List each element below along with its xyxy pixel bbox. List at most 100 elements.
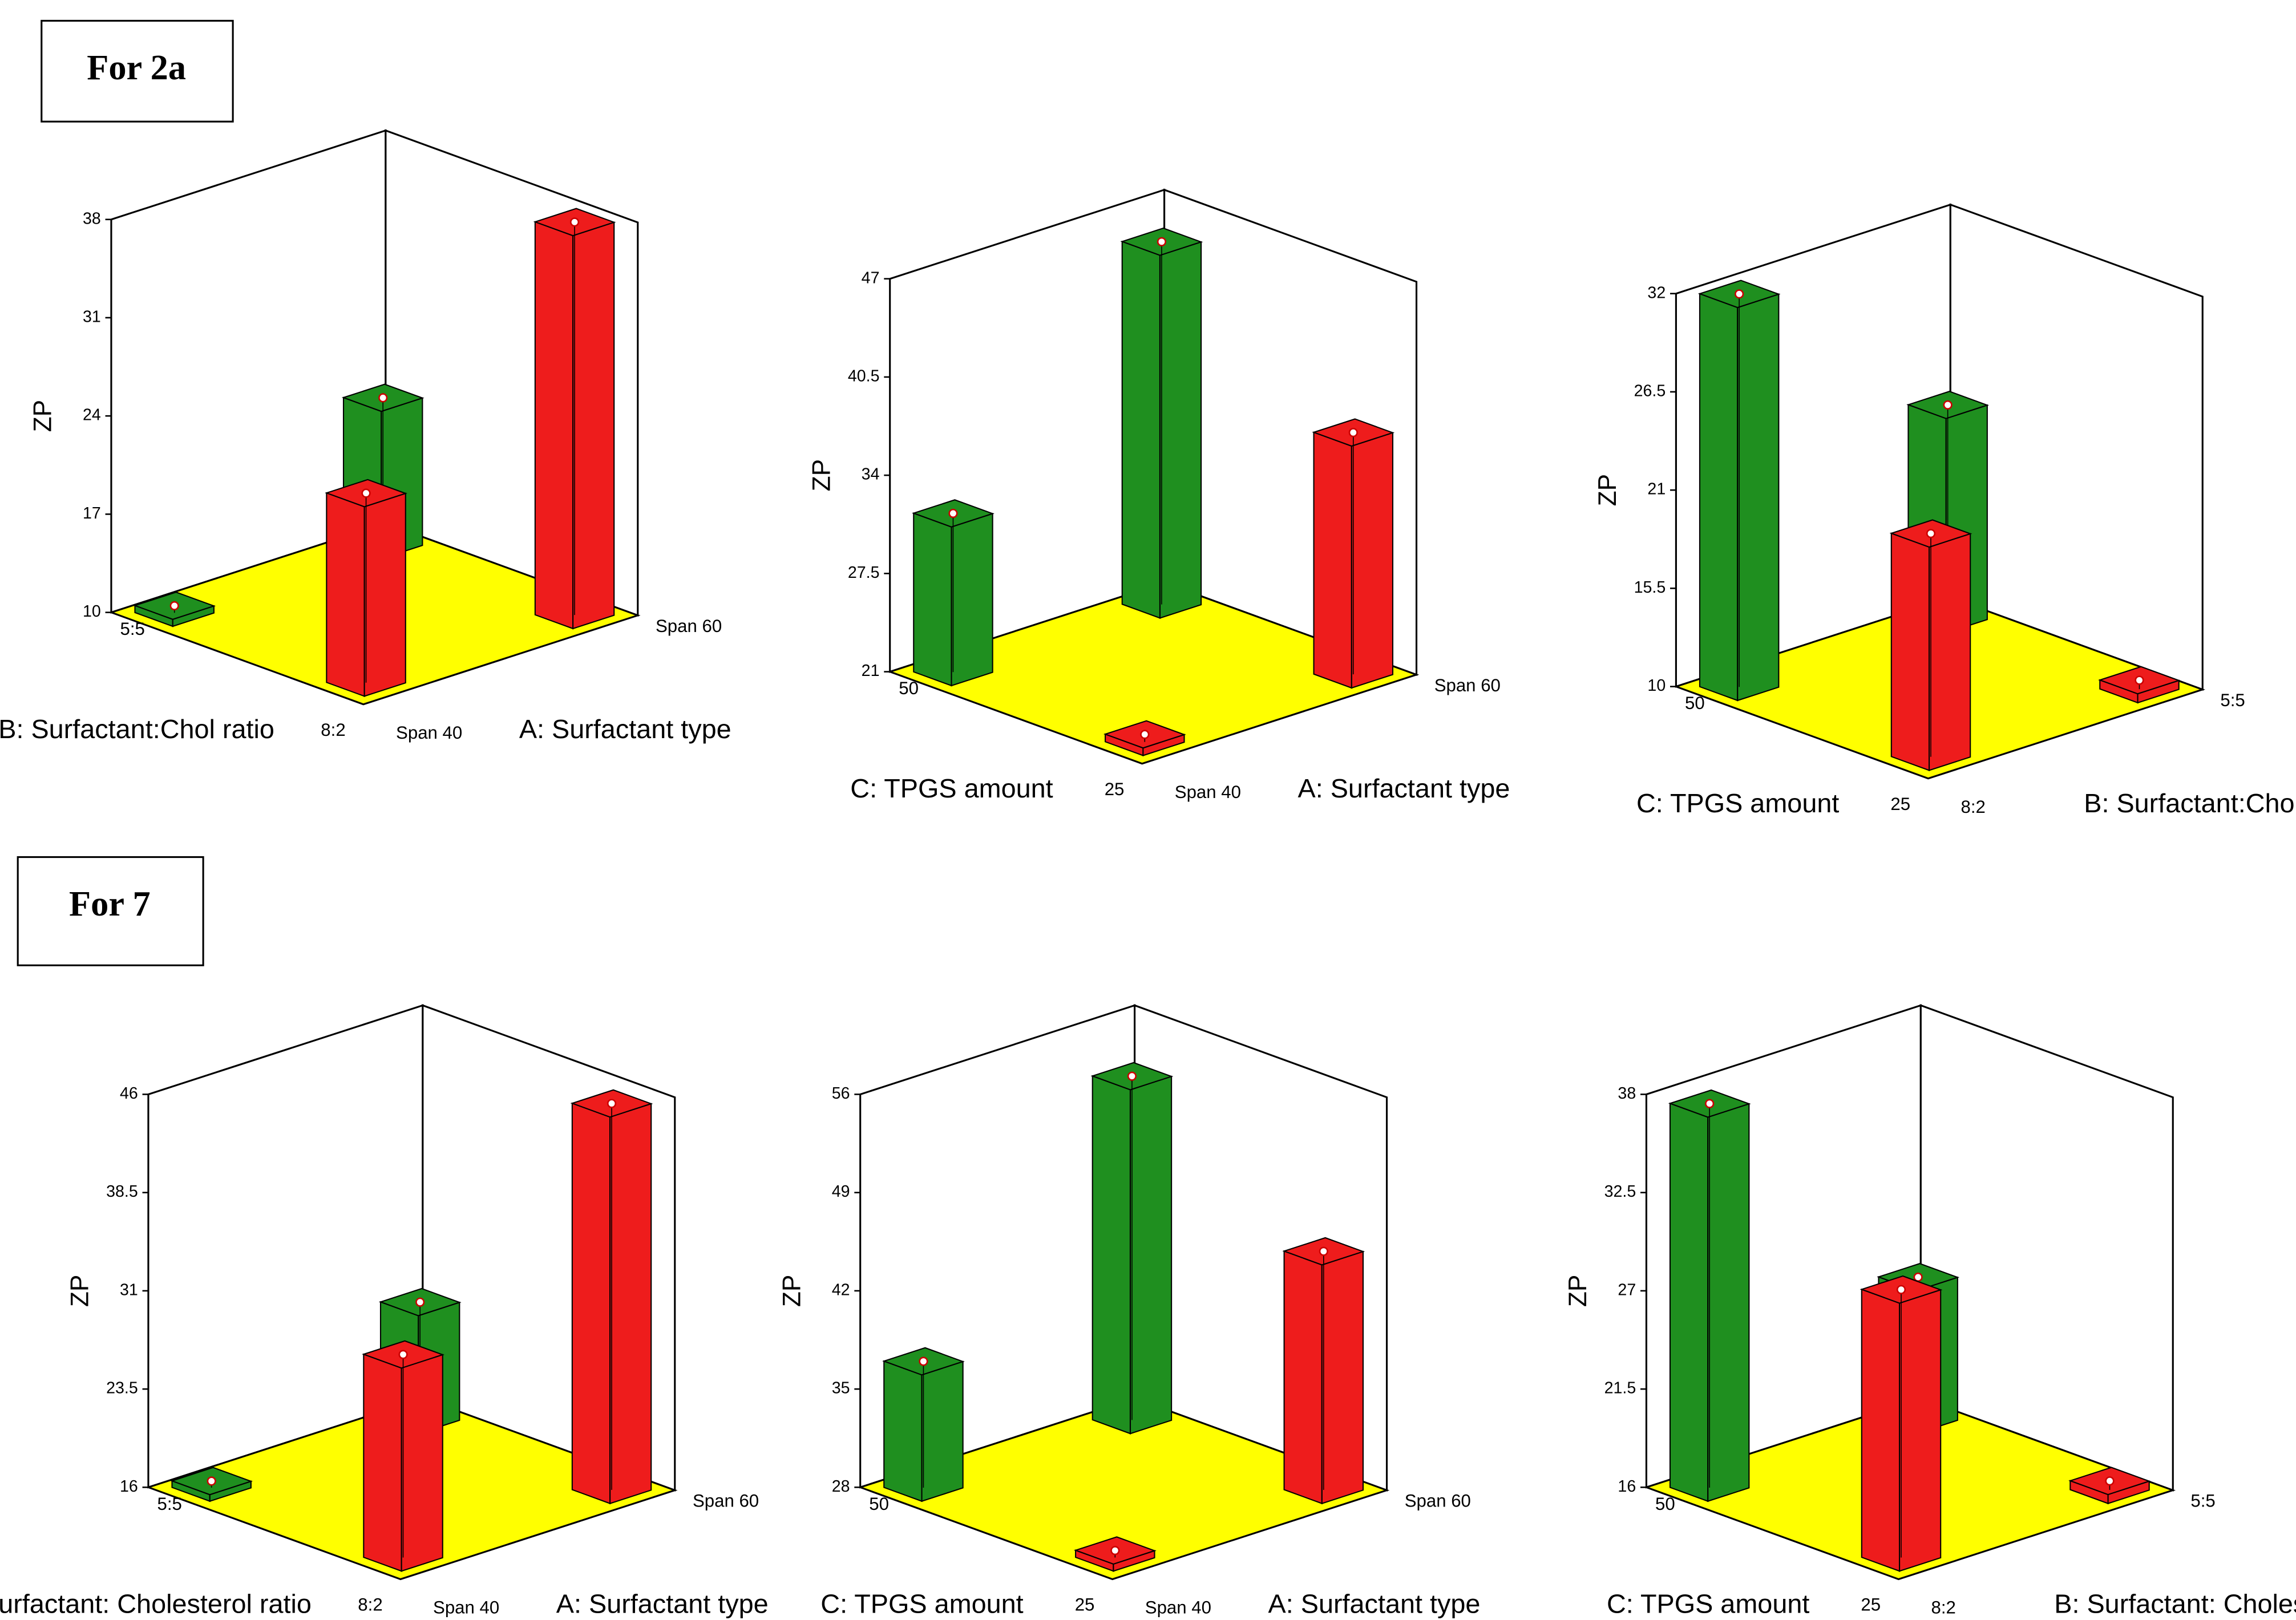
bar-face bbox=[1321, 1250, 1364, 1505]
z-tick-label: 10 bbox=[1647, 677, 1666, 695]
z-tick-label: 31 bbox=[120, 1281, 138, 1299]
bar bbox=[1073, 1536, 1157, 1572]
bar-point bbox=[1943, 400, 1953, 410]
bar-point bbox=[1140, 730, 1150, 739]
bar-point bbox=[2135, 675, 2144, 685]
bar-face bbox=[1092, 1075, 1131, 1435]
bar-face bbox=[326, 492, 365, 697]
x-category-label: Span 40 bbox=[396, 723, 462, 743]
section-label: For 7 bbox=[69, 884, 151, 924]
bar-point bbox=[207, 1476, 216, 1486]
z-tick-label: 26.5 bbox=[1634, 382, 1666, 400]
z-tick-label: 28 bbox=[832, 1477, 850, 1496]
x-category-label: 5:5 bbox=[2190, 1491, 2215, 1511]
x-category-label: Span 60 bbox=[1434, 675, 1501, 695]
bar bbox=[1697, 280, 1781, 702]
bar-point bbox=[1348, 428, 1358, 438]
bar-face bbox=[1351, 432, 1394, 689]
bar bbox=[1103, 720, 1186, 756]
x-category-label: Span 60 bbox=[1405, 1491, 1471, 1511]
depth-category-label: 5:5 bbox=[157, 1494, 182, 1514]
x-category-label: 5:5 bbox=[2220, 690, 2245, 710]
bar bbox=[570, 1089, 653, 1505]
bar-face bbox=[883, 1360, 923, 1502]
bar-point bbox=[1157, 237, 1166, 246]
bar-point bbox=[1896, 1285, 1906, 1294]
z-axis-label: ZP bbox=[29, 400, 57, 432]
z-tick-label: 56 bbox=[832, 1084, 850, 1103]
bar bbox=[912, 499, 995, 687]
z-tick-label: 32.5 bbox=[1604, 1182, 1636, 1201]
chart: 16 21.5 27 32.5 38 ZP 8:2 5:5 25 50 B: Surfactant:… bbox=[1564, 1004, 2296, 1619]
depth-category-label: 50 bbox=[869, 1494, 889, 1514]
chart: 10 15.5 21 26.5 32 ZP 8:2 5:5 25 50 B: Surfactant:… bbox=[1594, 203, 2296, 818]
section-box bbox=[17, 856, 204, 966]
z-axis-label: ZP bbox=[66, 1275, 94, 1307]
z-tick-label: 31 bbox=[83, 307, 101, 326]
z-tick-label: 38.5 bbox=[106, 1182, 138, 1201]
bar-face bbox=[1929, 533, 1971, 771]
x-axis-label: A: Surfactant type bbox=[1268, 1589, 1481, 1619]
x-axis-label: A: Surfactant type bbox=[1298, 773, 1510, 803]
bar-point bbox=[1735, 289, 1744, 299]
z-tick-label: 16 bbox=[120, 1477, 138, 1496]
z-tick-label: 35 bbox=[832, 1379, 850, 1398]
bar-point bbox=[1913, 1272, 1923, 1282]
x-category-label: Span 40 bbox=[1175, 782, 1241, 802]
x-axis-label: A: Surfactant type bbox=[556, 1589, 769, 1619]
x-axis-label: B: Surfactant: Cholesterol ratio bbox=[2054, 1589, 2296, 1619]
bar-face bbox=[1737, 293, 1780, 702]
depth-category-label: 25 bbox=[1890, 794, 1910, 814]
depth-axis-label: B: Surfactant:Chol ratio bbox=[0, 714, 274, 744]
z-tick-label: 21.5 bbox=[1604, 1379, 1636, 1398]
z-tick-label: 40.5 bbox=[848, 367, 880, 385]
section-box bbox=[41, 19, 234, 123]
z-tick-label: 27 bbox=[1618, 1281, 1636, 1299]
z-axis-label: ZP bbox=[1564, 1275, 1592, 1307]
bar bbox=[362, 1340, 444, 1572]
depth-category-label: 25 bbox=[1861, 1595, 1881, 1615]
bar bbox=[2098, 666, 2181, 704]
depth-category-label: 25 bbox=[1105, 779, 1125, 799]
chart: 28 35 42 49 56 ZP Span 40 Span 60 25 50 A: Surfact… bbox=[778, 1004, 1481, 1619]
bar-face bbox=[1890, 532, 1930, 771]
bar-point bbox=[1705, 1099, 1715, 1108]
bar-point bbox=[1319, 1246, 1328, 1256]
z-axis-label: ZP bbox=[1594, 474, 1622, 506]
depth-category-label: 50 bbox=[899, 678, 919, 698]
x-axis-label: B: Surfactant:Chol ratio bbox=[2084, 788, 2296, 818]
z-axis-label: ZP bbox=[778, 1275, 806, 1307]
bar-face bbox=[363, 492, 406, 697]
bar bbox=[882, 1347, 965, 1502]
bar-face bbox=[1159, 241, 1202, 619]
z-tick-label: 17 bbox=[83, 504, 101, 523]
bar-point bbox=[415, 1297, 425, 1307]
z-tick-label: 10 bbox=[83, 602, 101, 621]
depth-axis-label: C: TPGS amount bbox=[850, 773, 1053, 803]
x-category-label: Span 60 bbox=[693, 1491, 759, 1511]
depth-category-label: 25 bbox=[1075, 1595, 1095, 1615]
depth-axis-label: C: TPGS amount bbox=[1607, 1589, 1809, 1619]
bar bbox=[1090, 1062, 1174, 1435]
bar bbox=[1312, 418, 1395, 689]
depth-category-label: 50 bbox=[1655, 1494, 1675, 1514]
bar-point bbox=[919, 1356, 928, 1366]
bar-face bbox=[534, 221, 574, 630]
z-tick-label: 21 bbox=[1647, 480, 1666, 499]
section-label: For 2a bbox=[87, 48, 186, 87]
bar-face bbox=[363, 1353, 402, 1572]
bar-face bbox=[951, 512, 993, 687]
bar bbox=[170, 1467, 253, 1502]
bar-point bbox=[569, 217, 580, 227]
bar-face bbox=[1707, 1103, 1750, 1502]
x-category-label: Span 40 bbox=[1145, 1598, 1211, 1618]
bar-face bbox=[921, 1360, 964, 1502]
bar-point bbox=[378, 393, 388, 403]
z-tick-label: 23.5 bbox=[106, 1379, 138, 1398]
bar-point bbox=[398, 1350, 408, 1359]
bar bbox=[1668, 1089, 1751, 1502]
bar-face bbox=[572, 221, 615, 630]
bar-point bbox=[2105, 1476, 2115, 1486]
z-tick-label: 34 bbox=[862, 465, 880, 484]
z-tick-label: 38 bbox=[1618, 1084, 1636, 1103]
